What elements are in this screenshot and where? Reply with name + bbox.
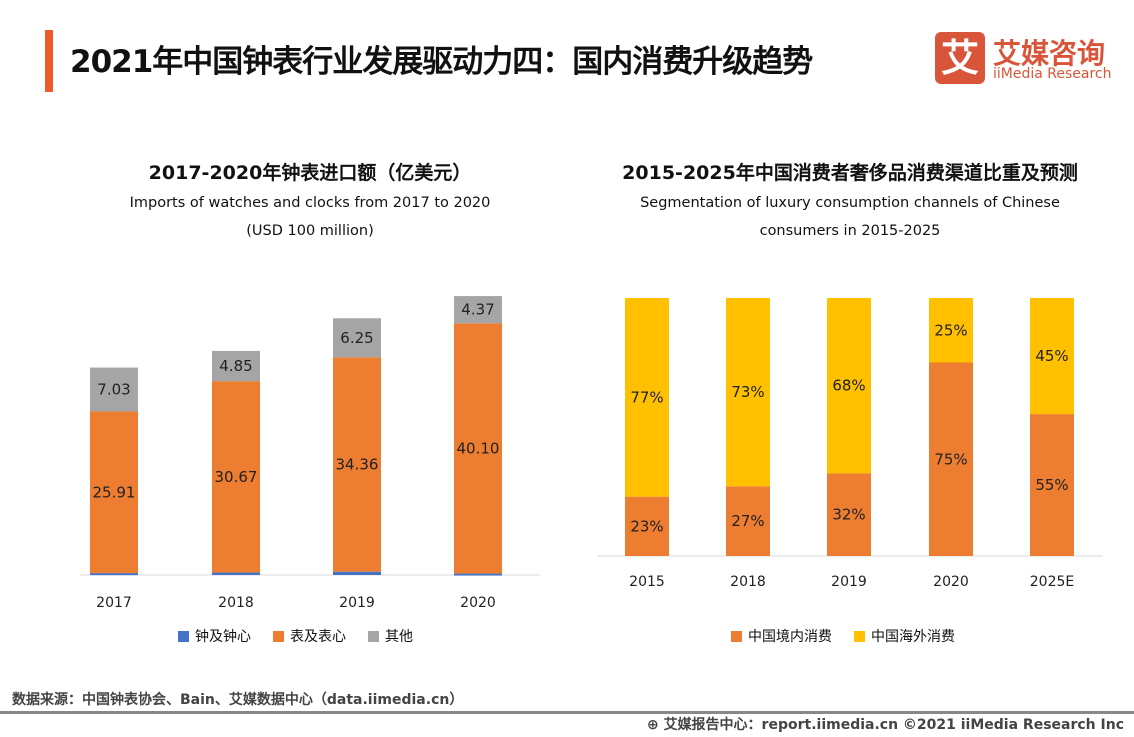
chart1-subtitle2: (USD 100 million) [246,223,374,239]
data-label: 4.85 [219,357,252,375]
x-tick-label: 2019 [831,574,867,590]
bar-1 [726,298,770,487]
data-label: 25.91 [93,483,136,501]
page-title: 2021年中国钟表行业发展驱动力四：国内消费升级趋势 [70,44,813,80]
legend-item: 中国境内消费 [731,626,832,646]
x-tick-label: 2017 [96,595,132,611]
bar-1 [90,411,138,574]
data-label: 23% [630,517,663,535]
data-label: 6.25 [340,329,373,347]
legend-label: 其他 [385,629,413,645]
x-tick-label: 2015 [629,574,665,590]
logo-icon: 艾 [935,32,985,84]
bar-1 [929,298,973,363]
chart2-subtitle: Segmentation of luxury consumption chann… [640,195,1060,211]
x-tick-label: 2019 [339,595,375,611]
legend-item: 表及表心 [273,626,346,646]
data-label: 68% [832,377,865,395]
x-tick-label: 2025E [1030,574,1074,590]
data-label: 73% [731,383,764,401]
legend-swatch [368,630,379,642]
legend-swatch [178,630,189,642]
bar-1 [827,298,871,474]
legend-swatch [854,630,865,642]
bar-0 [90,573,138,576]
bar-0 [333,571,381,575]
bar-0 [625,496,669,556]
x-tick-label: 2020 [933,574,969,590]
bar-2 [454,296,502,324]
data-label: 40.10 [457,439,500,457]
data-label: 55% [1035,476,1068,494]
bar-0 [454,573,502,576]
footer-credit: ⊕ 艾媒报告中心：report.iimedia.cn ©2021 iiMedia… [647,714,1124,734]
footer-credit-text: 艾媒报告中心：report.iimedia.cn ©2021 iiMedia R… [663,717,1124,733]
data-label: 25% [934,321,967,339]
bar-0 [726,486,770,556]
bar-1 [333,357,381,572]
data-label: 32% [832,506,865,524]
bar-0 [1030,414,1074,556]
data-label: 45% [1035,347,1068,365]
x-tick-label: 2018 [218,595,254,611]
legend-item: 钟及钟心 [178,626,251,646]
x-tick-label: 2020 [460,595,496,611]
logo-text-en: iiMedia Research [993,66,1112,82]
bar-1 [625,298,669,497]
chart2-title: 2015-2025年中国消费者奢侈品消费渠道比重及预测 [622,162,1078,184]
data-label: 75% [934,450,967,468]
bar-2 [90,367,138,412]
bar-2 [212,350,260,382]
charts-canvas: 0.325.917.0320170.3930.674.8520180.5334.… [80,296,1103,611]
data-label: 4.37 [461,301,494,319]
logo-text-cn: 艾媒咨询 [993,37,1106,70]
data-label: 27% [731,512,764,530]
bar-1 [454,323,502,574]
bar-1 [212,381,260,573]
legend-label: 钟及钟心 [195,629,251,645]
legend-label: 中国境内消费 [748,629,832,645]
legend-label: 表及表心 [290,629,346,645]
source-note: 数据来源：中国钟表协会、Bain、艾媒数据中心（data.iimedia.cn） [12,692,464,708]
legend-item: 中国海外消费 [854,626,955,646]
chart1-legend: 钟及钟心 表及表心 其他 [178,626,413,646]
bar-1 [1030,298,1074,415]
x-tick-label: 2018 [730,574,766,590]
chart1-subtitle: Imports of watches and clocks from 2017 … [129,195,491,211]
data-label: 34.36 [336,455,379,473]
legend-swatch [273,630,284,642]
data-label: 30.67 [215,468,258,486]
footer-divider [0,711,1134,714]
chart2-subtitle2: consumers in 2015-2025 [759,223,941,239]
bar-0 [929,362,973,556]
bar-0 [212,572,260,575]
chart2-legend: 中国境内消费 中国海外消费 [731,626,955,646]
title-accent-bar [45,30,53,92]
legend-label: 中国海外消费 [871,629,955,645]
chart1-title: 2017-2020年钟表进口额（亿美元） [148,162,472,184]
bar-2 [333,318,381,358]
data-label: 7.03 [97,381,130,399]
legend-item: 其他 [368,626,413,646]
legend-swatch [731,630,742,642]
data-label: 77% [630,388,663,406]
globe-icon: ⊕ [646,717,664,733]
bar-0 [827,473,871,556]
